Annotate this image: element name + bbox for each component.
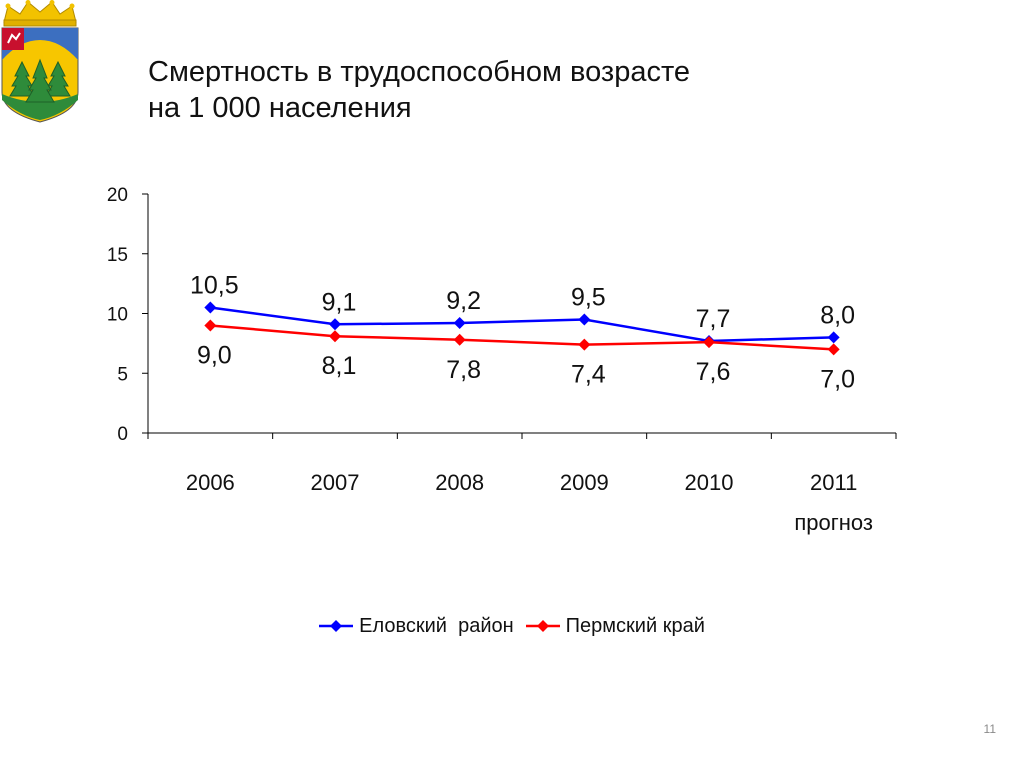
- y-tick-label: 0: [117, 424, 128, 445]
- data-label-1: 7,8: [446, 356, 481, 384]
- data-label-0: 9,2: [446, 287, 481, 315]
- x-tick-label: 2010: [685, 470, 734, 495]
- data-point-0: [329, 318, 341, 331]
- data-label-0: 7,7: [696, 305, 731, 333]
- data-point-0: [453, 317, 466, 330]
- title-line-1: Смертность в трудоспособном возрасте: [148, 56, 691, 88]
- data-point-1: [204, 319, 217, 332]
- data-label-1: 7,0: [820, 365, 855, 393]
- data-label-0: 10,5: [190, 272, 239, 300]
- y-tick-label: 15: [107, 245, 128, 266]
- data-label-1: 9,0: [197, 341, 232, 369]
- data-point-0: [204, 301, 217, 314]
- page-title: Смертность в трудоспособном возрасте на …: [148, 54, 848, 126]
- data-point-1: [827, 343, 840, 356]
- legend-item-perm: Пермский край: [525, 614, 705, 638]
- data-label-0: 8,0: [820, 301, 855, 329]
- x-tick-label: 2006: [186, 470, 235, 495]
- data-point-1: [703, 336, 715, 349]
- y-tick-label: 10: [107, 305, 128, 326]
- legend-marker-red-icon: [525, 620, 560, 632]
- data-label-1: 7,6: [696, 358, 731, 386]
- data-label-1: 8,1: [322, 352, 357, 380]
- legend-marker-blue-icon: [319, 620, 354, 632]
- shield-icon: [1, 27, 79, 123]
- series-line-1: [210, 324, 834, 351]
- data-label-0: 9,5: [571, 283, 606, 311]
- data-label-0: 9,1: [322, 288, 357, 316]
- coat-of-arms-emblem: [1, 0, 79, 123]
- x-tick-label: 2011: [810, 470, 857, 495]
- legend-label-perm: Пермский край: [565, 614, 705, 637]
- x-tick-label: 2007: [311, 470, 360, 495]
- x-tick-label: 2009: [560, 470, 609, 495]
- series-line-0: [210, 306, 834, 343]
- y-tick-label: 5: [117, 364, 128, 385]
- data-label-1: 7,4: [571, 361, 606, 389]
- data-point-1: [453, 333, 466, 346]
- legend-label-elovsky: Еловский район: [359, 614, 514, 637]
- crown-icon: [3, 0, 77, 27]
- legend-item-elovsky: Еловский район: [319, 615, 514, 638]
- data-point-0: [578, 313, 591, 326]
- data-point-1: [329, 330, 341, 343]
- data-point-0: [827, 331, 840, 344]
- page-number: 11: [983, 722, 996, 736]
- x-tick-label: 2008: [435, 470, 484, 495]
- chart-legend: Еловский район Пермский край: [0, 612, 1024, 640]
- y-tick-label: 20: [107, 185, 128, 206]
- data-point-1: [578, 338, 591, 351]
- x-tick-sublabel: прогноз: [794, 510, 873, 535]
- title-line-2: на 1 000 населения: [148, 92, 412, 124]
